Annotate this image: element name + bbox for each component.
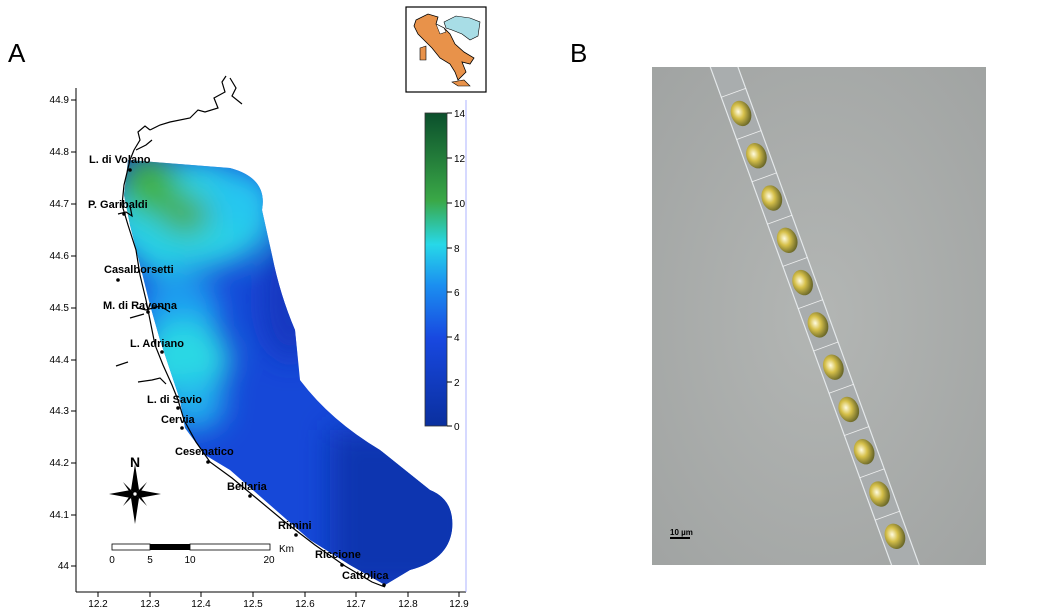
x-tick-label: 12.2 xyxy=(88,599,108,610)
map-axes xyxy=(75,88,467,593)
colorbar-tick-label: 6 xyxy=(454,288,460,299)
colorbar-tick-label: 0 xyxy=(454,422,460,433)
micrograph-scale-bar xyxy=(670,537,690,539)
colorbar: 14 12 10 8 6 4 2 0 xyxy=(424,109,466,433)
place-labels: L. di Volano P. Garibaldi Casalborsetti … xyxy=(88,154,389,582)
colorbar-tick-label: 8 xyxy=(454,244,460,255)
place-label: M. di Ravenna xyxy=(103,300,178,312)
colorbar-tick-label: 14 xyxy=(454,109,466,120)
x-tick-label: 12.9 xyxy=(449,599,469,610)
y-tick-label: 44 xyxy=(58,561,70,572)
y-tick-label: 44.3 xyxy=(50,406,70,417)
place-label: L. di Volano xyxy=(89,154,151,166)
panel-label-b: B xyxy=(570,38,588,68)
micrograph-photo: 10 µm xyxy=(652,67,986,565)
micrograph-scale-label: 10 µm xyxy=(670,528,693,537)
diatom-chain-image: 10 µm xyxy=(652,67,986,565)
x-axis-ticks: 12.2 12.3 12.4 12.5 12.6 12.7 12.8 12.9 xyxy=(88,592,469,610)
place-label: Rimini xyxy=(278,520,312,532)
scalebar-unit: Km xyxy=(279,544,294,555)
panel-label-a: A xyxy=(8,38,26,68)
north-label: N xyxy=(130,454,140,470)
x-tick-label: 12.7 xyxy=(346,599,366,610)
x-tick-label: 12.6 xyxy=(295,599,315,610)
y-tick-label: 44.6 xyxy=(50,251,70,262)
coastline xyxy=(115,75,386,588)
x-tick-label: 12.8 xyxy=(398,599,418,610)
place-label: Cattolica xyxy=(342,570,389,582)
scale-bar: 0 5 10 20 Km xyxy=(109,543,294,566)
colorbar-tick-label: 12 xyxy=(454,154,466,165)
y-tick-label: 44.8 xyxy=(50,147,70,158)
y-tick-label: 44.2 xyxy=(50,458,70,469)
colorbar-tick-label: 10 xyxy=(454,199,466,210)
y-tick-label: 44.4 xyxy=(50,355,70,366)
place-label: Cesenatico xyxy=(175,446,234,458)
place-label: Cervia xyxy=(161,414,196,426)
colorbar-tick-label: 4 xyxy=(454,333,460,344)
scalebar-tick-label: 5 xyxy=(147,555,153,566)
y-tick-label: 44.9 xyxy=(50,95,70,106)
place-label: Bellaria xyxy=(227,481,268,493)
place-label: Casalborsetti xyxy=(104,264,174,276)
y-axis-ticks: 44.9 44.8 44.7 44.6 44.5 44.4 44.3 44.2 … xyxy=(50,95,76,572)
x-tick-label: 12.5 xyxy=(243,599,263,610)
inset-sea-region xyxy=(443,15,481,41)
x-tick-label: 12.4 xyxy=(191,599,211,610)
place-label: L. di Savio xyxy=(147,394,202,406)
y-tick-label: 44.5 xyxy=(50,303,70,314)
scalebar-tick-label: 20 xyxy=(263,555,275,566)
y-tick-label: 44.7 xyxy=(50,199,70,210)
north-arrow-icon xyxy=(109,464,161,524)
station-markers xyxy=(116,168,386,587)
colorbar-tick-label: 2 xyxy=(454,378,460,389)
place-label: P. Garibaldi xyxy=(88,199,148,211)
scalebar-tick-label: 10 xyxy=(184,555,196,566)
x-tick-label: 12.3 xyxy=(140,599,160,610)
place-label: L. Adriano xyxy=(130,338,184,350)
scalebar-tick-label: 0 xyxy=(109,555,115,566)
y-tick-label: 44.1 xyxy=(50,510,70,521)
place-label: Riccione xyxy=(315,549,361,561)
inset-map xyxy=(405,6,487,93)
